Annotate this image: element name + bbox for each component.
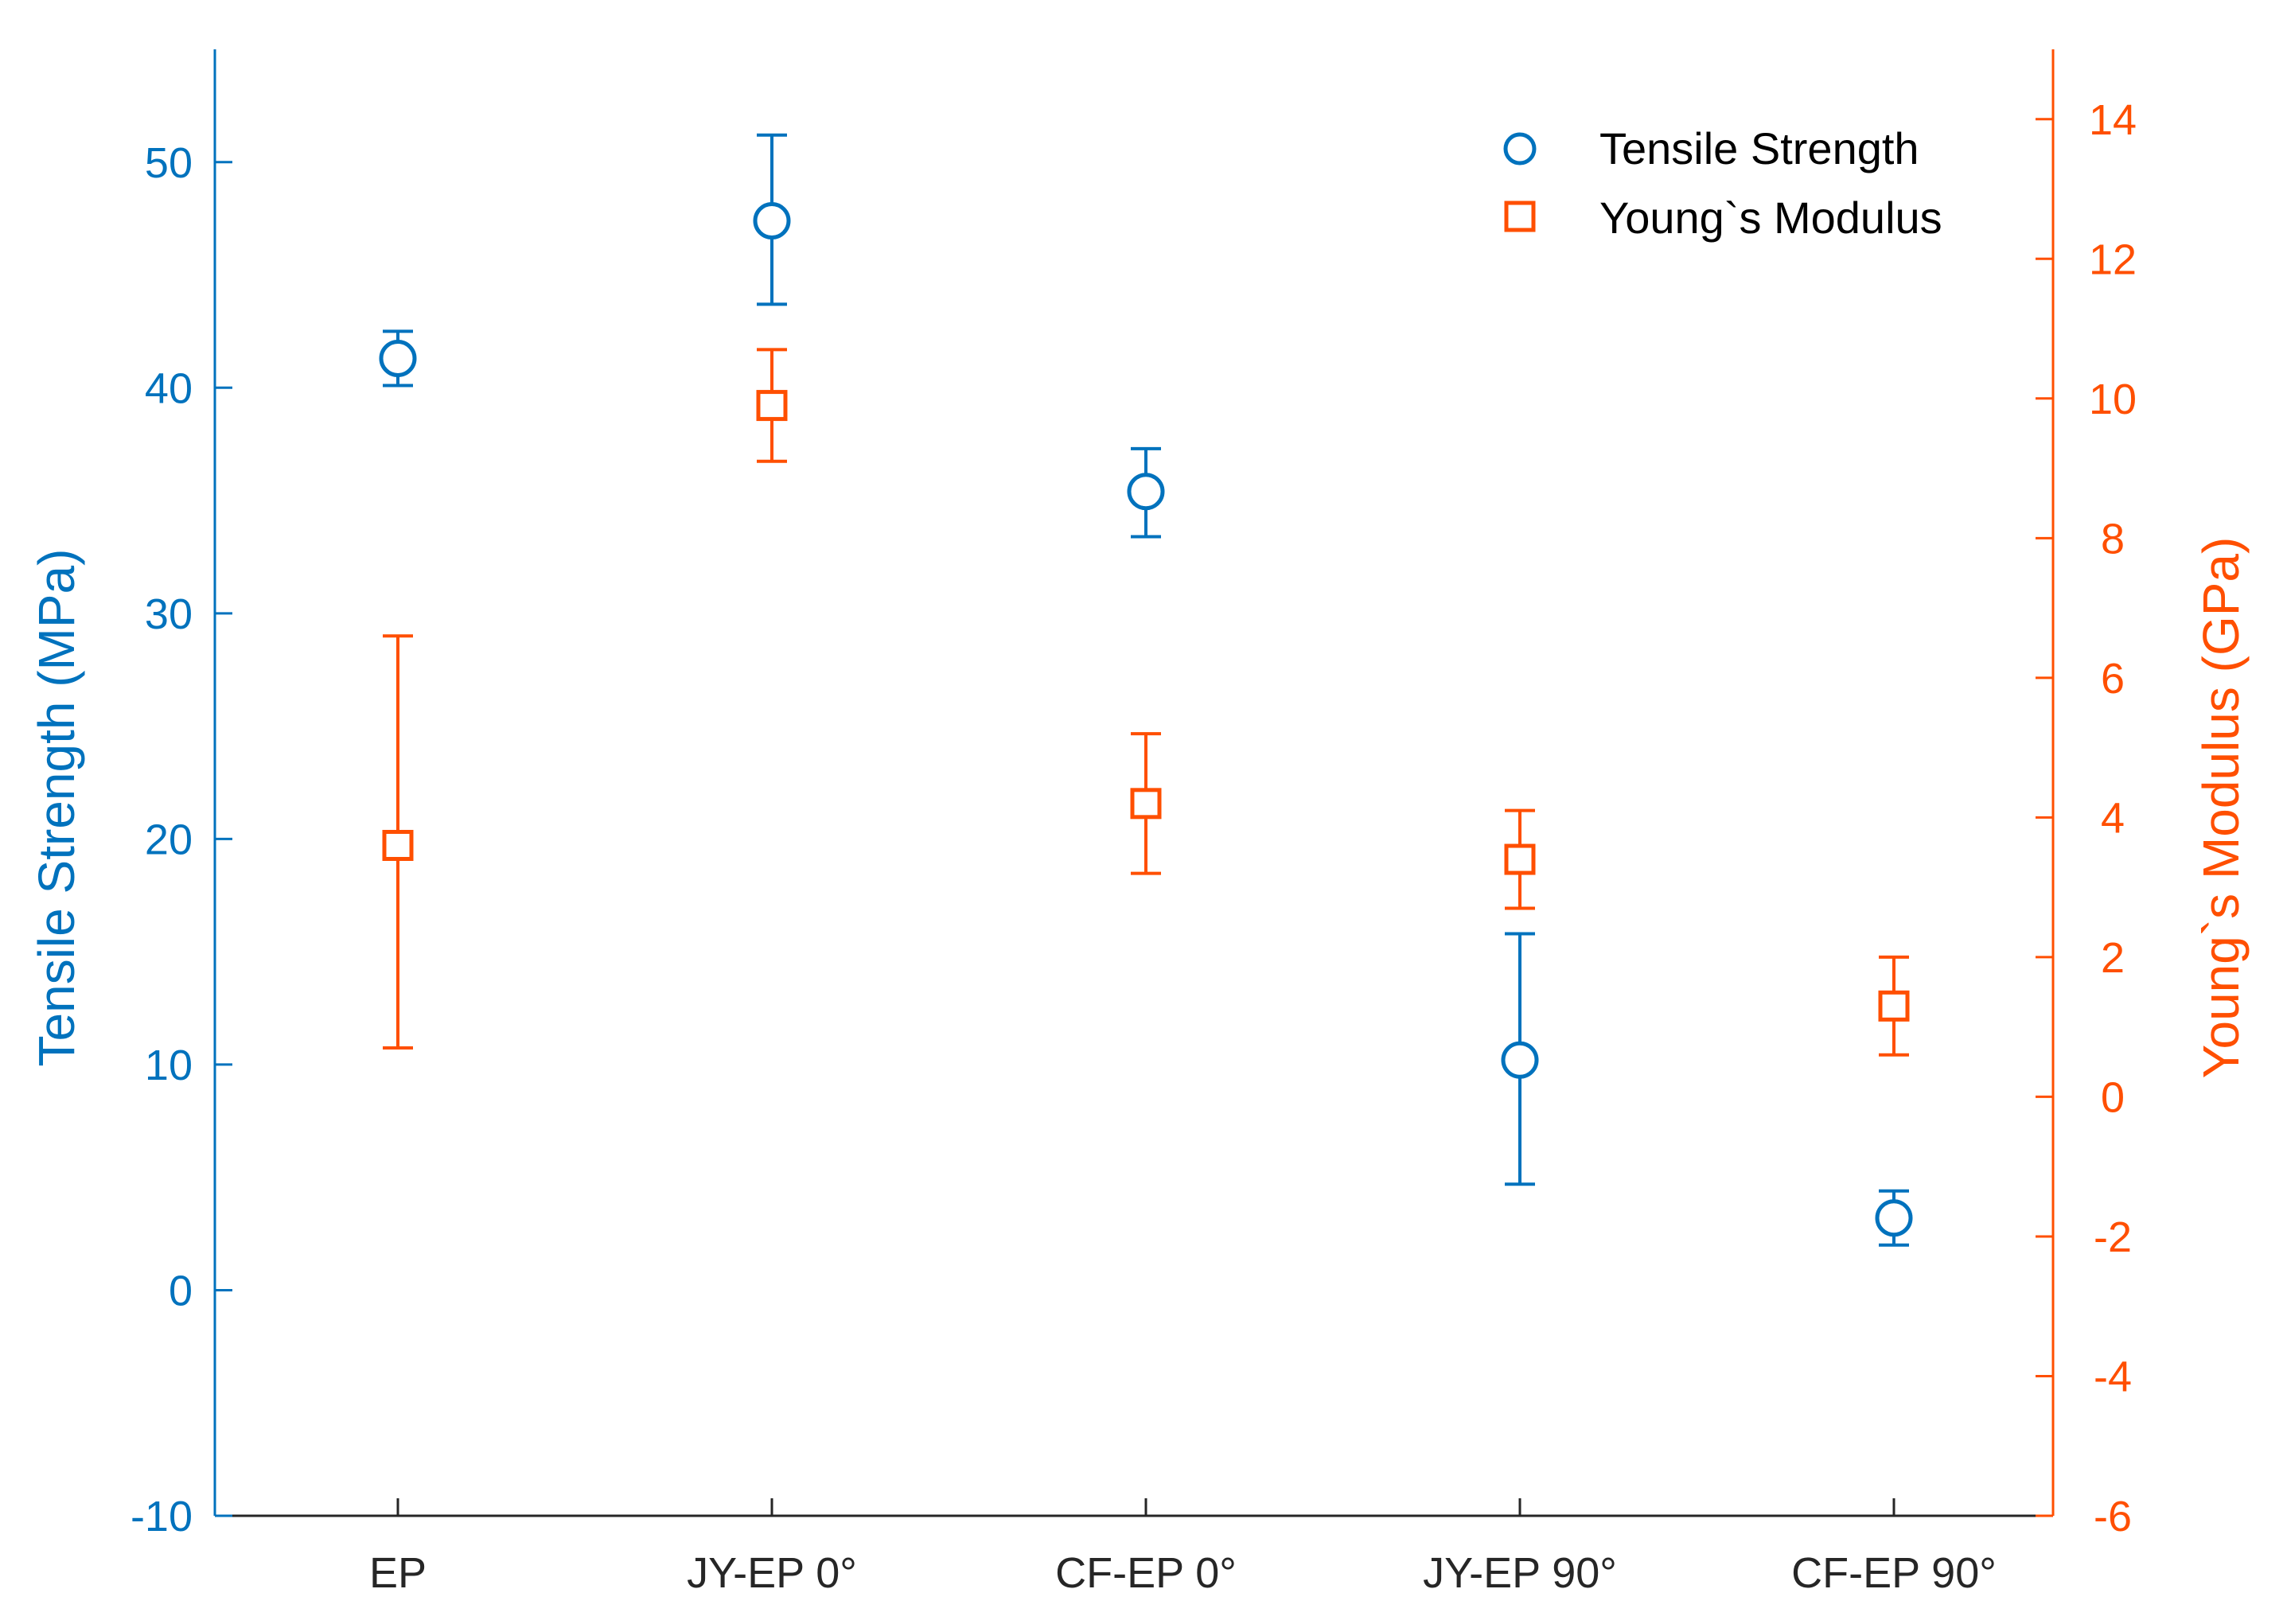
legend: Tensile Strength Young`s Modulus [1503,123,1942,243]
legend-label-tensile-strength: Tensile Strength [1599,123,1919,173]
right-tick-label: -4 [2094,1353,2132,1400]
legend-marker-youngs-modulus [1504,201,1536,232]
right-tick-label: 2 [2101,934,2125,982]
left-tick-label: 30 [145,590,193,638]
left-tick-label: 10 [145,1042,193,1089]
left-tick-label: 50 [145,139,193,187]
x-tick-label: CF-EP 0° [1055,1549,1237,1597]
right-tick-label: 12 [2089,236,2137,283]
left-axis-label: Tensile Strength (MPa) [28,549,85,1067]
youngs-modulus-point [1504,843,1536,875]
left-tick-label: 0 [169,1267,193,1314]
legend-label-youngs-modulus: Young`s Modulus [1599,193,1942,243]
right-tick-label: -6 [2094,1493,2132,1540]
youngs-modulus-point [1130,788,1162,820]
legend-marker-tensile-strength [1503,132,1537,166]
youngs-modulus-point [1878,990,1910,1022]
x-tick-label: JY-EP 90° [1423,1549,1617,1597]
tensile-strength-point [753,201,791,240]
left-tick-label: -10 [131,1493,193,1540]
left-tick-label: 20 [145,816,193,863]
tensile-strength-point [1501,1041,1539,1079]
right-axis-label: Young`s Modulus (GPa) [2192,537,2250,1079]
right-tick-label: 0 [2101,1073,2125,1121]
x-tick-label: JY-EP 0° [687,1549,857,1597]
right-tick-label: 14 [2089,96,2137,144]
right-tick-label: 4 [2101,794,2125,842]
right-tick-label: 6 [2101,655,2125,703]
right-tick-label: 8 [2101,515,2125,563]
tensile-strength-point [1875,1199,1913,1237]
youngs-modulus-point [756,390,788,422]
right-tick-label: 10 [2089,376,2137,423]
youngs-modulus-point [382,829,414,861]
x-tick-label: EP [369,1549,427,1597]
tensile-strength-point [1127,473,1165,511]
x-tick-label: CF-EP 90° [1791,1549,1997,1597]
tensile-strength-point [379,339,417,377]
right-tick-label: -2 [2094,1213,2132,1261]
left-tick-label: 40 [145,364,193,412]
plot-area: -10 0 10 20 30 40 50 -6 -4 -2 0 2 4 6 8 10 12 14 EP JY-EP 0… [131,49,2137,1597]
